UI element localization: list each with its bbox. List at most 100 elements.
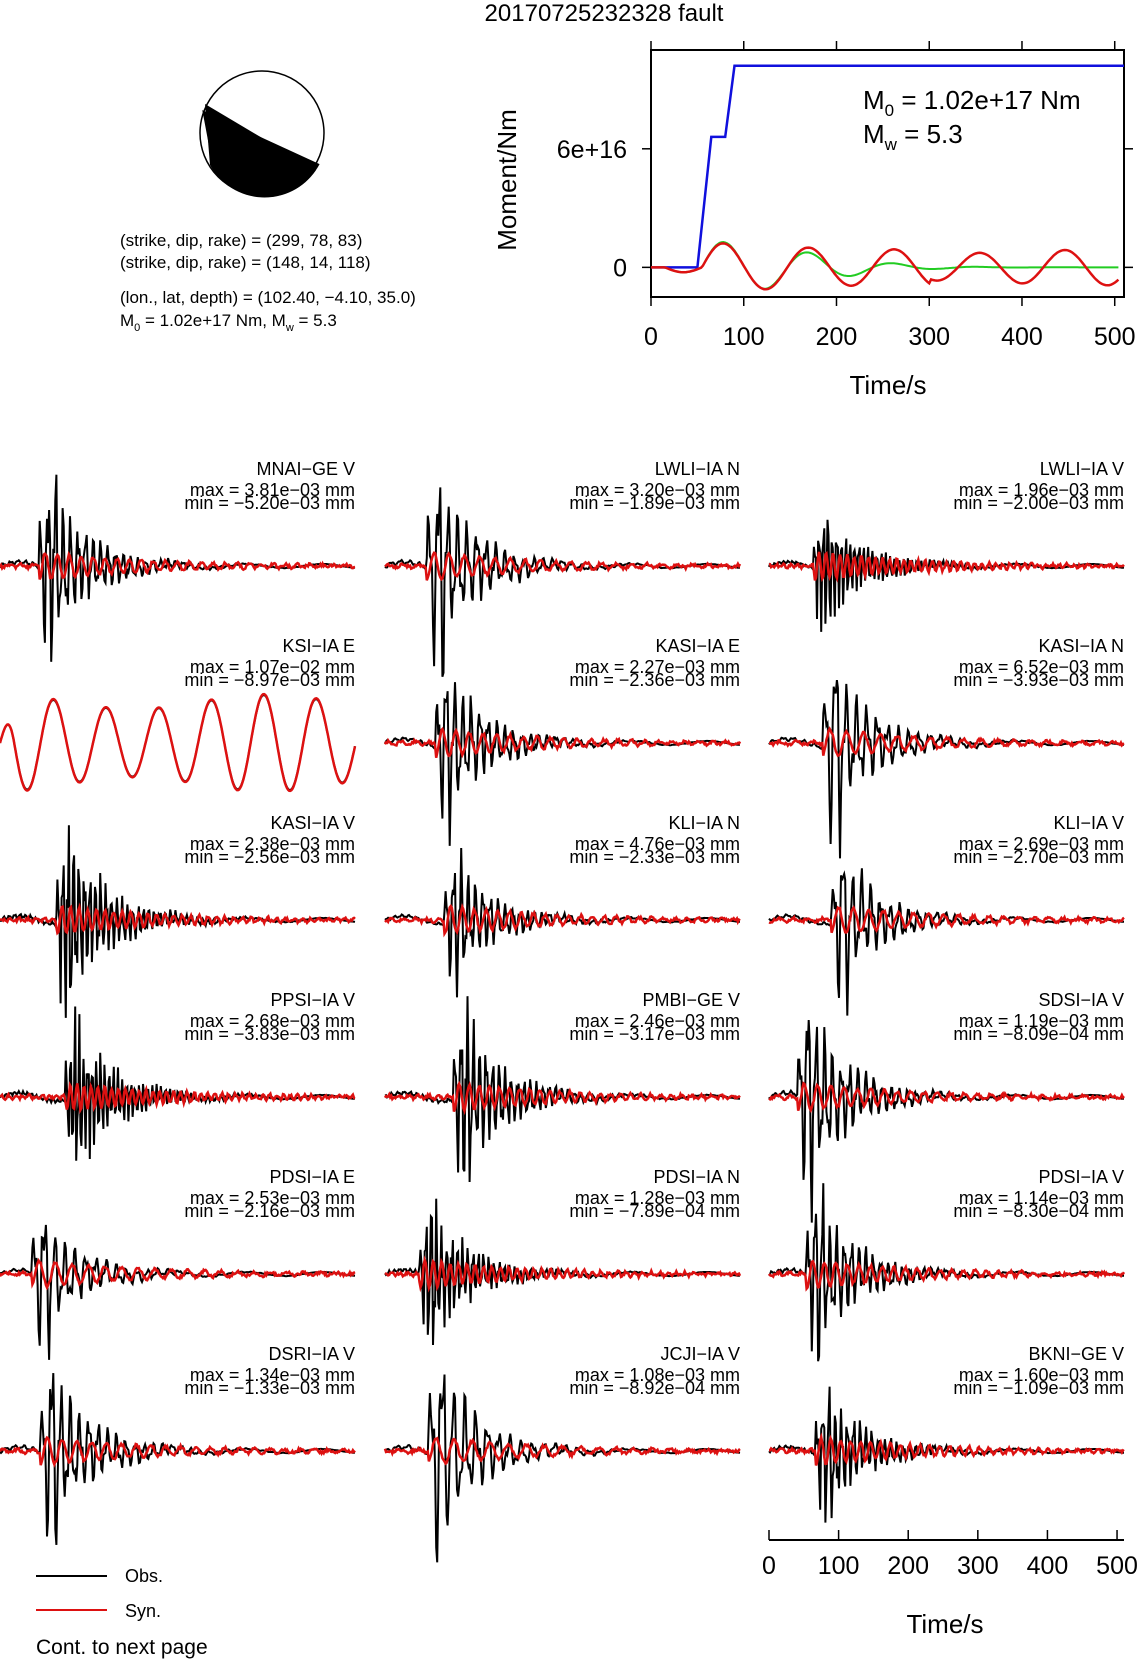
- station-min: min = −2.56e−03 mm: [184, 847, 355, 867]
- synthetic-waveform: [384, 903, 741, 938]
- time-axis-tick-label: 400: [1027, 1552, 1069, 1580]
- station-name: DSRI−IA V: [268, 1344, 355, 1364]
- station-max: max = 1.19e−03 mm: [959, 1011, 1124, 1031]
- waveform-time-axis: Time/s 0 100 200 300 400 500: [762, 1530, 1138, 1639]
- synthetic-waveform: [768, 550, 1125, 583]
- moment-xlabel: Time/s: [849, 370, 926, 400]
- station-min: min = −1.09e−03 mm: [953, 1378, 1124, 1398]
- observed-waveform: [768, 868, 1124, 1016]
- synthetic-waveform: [384, 1255, 742, 1293]
- nodal-plane-2: (strike, dip, rake) = (148, 14, 118): [120, 253, 371, 272]
- station-max: max = 2.38e−03 mm: [190, 834, 355, 854]
- time-axis-tick-label: 100: [818, 1552, 860, 1580]
- synthetic-waveform: [0, 902, 356, 936]
- station-name: KLI−IA V: [1053, 813, 1124, 833]
- station-min: min = −5.20e−03 mm: [184, 493, 355, 513]
- station-min: min = −3.83e−03 mm: [184, 1024, 355, 1044]
- time-axis-tick-label: 0: [762, 1552, 776, 1580]
- station-name: PDSI−IA E: [269, 1167, 355, 1187]
- green-stf-line: [651, 240, 1119, 290]
- synthetic-waveform: [0, 1435, 356, 1468]
- station-max: max = 1.34e−03 mm: [190, 1365, 355, 1385]
- station-max: max = 1.08e−03 mm: [575, 1365, 740, 1385]
- station-name: PDSI−IA V: [1038, 1167, 1124, 1187]
- legend: Obs. Syn.: [36, 1566, 163, 1621]
- station-max: max = 2.68e−03 mm: [190, 1011, 355, 1031]
- station-name: KSI−IA E: [282, 636, 355, 656]
- observed-waveform: [0, 1224, 356, 1360]
- station-max: max = 1.28e−03 mm: [575, 1188, 740, 1208]
- moment-ytick-label: 0: [613, 254, 627, 282]
- m0-annotation: M0 = 1.02e+17 Nm: [863, 85, 1081, 120]
- synthetic-waveform: [768, 1259, 1126, 1292]
- station-max: max = 2.69e−03 mm: [959, 834, 1124, 854]
- source-info: (strike, dip, rake) = (299, 78, 83) (str…: [120, 231, 416, 334]
- synthetic-waveform: [768, 726, 1125, 758]
- station-min: min = −8.97e−03 mm: [184, 670, 355, 690]
- legend-syn-label: Syn.: [125, 1601, 161, 1621]
- moment-summary: M0 = 1.02e+17 Nm, Mw = 5.3: [120, 311, 337, 334]
- synthetic-waveform: [768, 1081, 1125, 1114]
- station-max: max = 1.07e−02 mm: [190, 657, 355, 677]
- station-min: min = −8.09e−04 mm: [953, 1024, 1124, 1044]
- station-name: JCJI−IA V: [660, 1344, 740, 1364]
- station-min: min = −2.00e−03 mm: [953, 493, 1124, 513]
- moment-ylabel: Moment/Nm: [492, 109, 522, 251]
- station-name: PMBI−GE V: [642, 990, 740, 1010]
- station-name: KASI−IA E: [655, 636, 740, 656]
- station-min: min = −2.70e−03 mm: [953, 847, 1124, 867]
- station-min: min = −1.33e−03 mm: [184, 1378, 355, 1398]
- station-min: min = −2.36e−03 mm: [569, 670, 740, 690]
- station-min: min = −8.30e−04 mm: [953, 1201, 1124, 1221]
- synthetic-waveform: [384, 551, 742, 582]
- continued-note: Cont. to next page: [36, 1636, 208, 1659]
- waveform-xlabel: Time/s: [906, 1609, 983, 1639]
- station-name: KASI−IA V: [270, 813, 355, 833]
- station-name: MNAI−GE V: [256, 459, 355, 479]
- moment-ytick-label: 6e+16: [557, 136, 627, 164]
- synthetic-waveform: [383, 1080, 741, 1116]
- red-stf-line: [651, 242, 1120, 291]
- station-min: min = −3.17e−03 mm: [569, 1024, 740, 1044]
- location-depth: (lon., lat, depth) = (102.40, −4.10, 35.…: [120, 288, 416, 307]
- moment-xtick-label: 100: [723, 323, 765, 351]
- time-axis-tick-label: 500: [1096, 1552, 1138, 1580]
- station-max: max = 2.27e−03 mm: [575, 657, 740, 677]
- station-max: max = 3.81e−03 mm: [190, 480, 355, 500]
- cumulative-moment-line: [651, 64, 1124, 269]
- observed-waveform: [384, 996, 741, 1183]
- nodal-plane-1: (strike, dip, rake) = (299, 78, 83): [120, 231, 362, 250]
- synthetic-waveform: [0, 1081, 356, 1115]
- station-min: min = −3.93e−03 mm: [953, 670, 1124, 690]
- moment-xtick-label: 200: [816, 323, 858, 351]
- station-min: min = −1.89e−03 mm: [569, 493, 740, 513]
- station-min: min = −7.89e−04 mm: [569, 1201, 740, 1221]
- observed-waveform: [384, 1374, 741, 1563]
- mw-annotation: Mw = 5.3: [863, 119, 963, 154]
- station-min: min = −8.92e−04 mm: [569, 1378, 740, 1398]
- synthetic-waveform: [0, 1257, 356, 1291]
- moment-xtick-label: 300: [908, 323, 950, 351]
- moment-xtick-label: 500: [1094, 323, 1136, 351]
- synthetic-waveform: [0, 550, 356, 580]
- focal-mechanism-beachball: [199, 70, 325, 198]
- station-name: BKNI−GE V: [1028, 1344, 1124, 1364]
- legend-obs-label: Obs.: [125, 1566, 163, 1586]
- station-name: LWLI−IA N: [655, 459, 740, 479]
